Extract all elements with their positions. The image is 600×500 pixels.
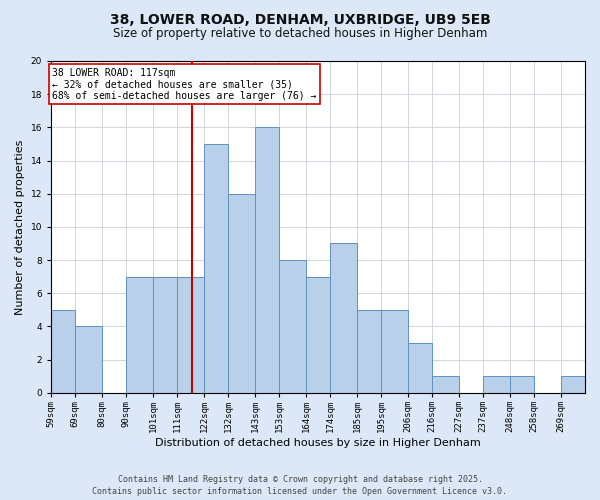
Bar — [330, 244, 357, 393]
Bar — [408, 343, 432, 393]
Text: 38 LOWER ROAD: 117sqm
← 32% of detached houses are smaller (35)
68% of semi-deta: 38 LOWER ROAD: 117sqm ← 32% of detached … — [52, 68, 317, 101]
X-axis label: Distribution of detached houses by size in Higher Denham: Distribution of detached houses by size … — [155, 438, 481, 448]
Text: Size of property relative to detached houses in Higher Denham: Size of property relative to detached ho… — [113, 28, 487, 40]
Bar — [177, 276, 204, 393]
Bar — [279, 260, 306, 393]
Bar — [51, 310, 76, 393]
Bar — [306, 276, 330, 393]
Bar — [357, 310, 381, 393]
Bar — [432, 376, 459, 393]
Bar — [127, 276, 153, 393]
Bar — [483, 376, 510, 393]
Bar — [561, 376, 585, 393]
Text: Contains HM Land Registry data © Crown copyright and database right 2025.
Contai: Contains HM Land Registry data © Crown c… — [92, 474, 508, 496]
Bar — [255, 128, 279, 393]
Bar — [381, 310, 408, 393]
Bar — [76, 326, 102, 393]
Bar — [228, 194, 255, 393]
Y-axis label: Number of detached properties: Number of detached properties — [15, 139, 25, 314]
Bar — [153, 276, 177, 393]
Bar — [204, 144, 228, 393]
Text: 38, LOWER ROAD, DENHAM, UXBRIDGE, UB9 5EB: 38, LOWER ROAD, DENHAM, UXBRIDGE, UB9 5E… — [110, 12, 490, 26]
Bar — [510, 376, 534, 393]
